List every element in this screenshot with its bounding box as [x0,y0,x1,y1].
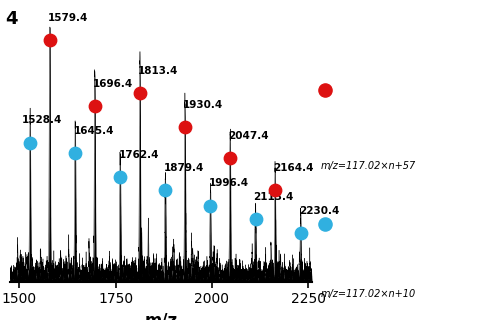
Text: 1645.4: 1645.4 [73,126,114,136]
Point [91,103,99,108]
Point [252,216,259,221]
Point [271,187,279,192]
Text: 1879.4: 1879.4 [164,163,204,173]
Point [117,174,124,179]
Text: 2164.4: 2164.4 [273,163,314,173]
Point [206,203,214,208]
Point [297,230,304,236]
Text: 1813.4: 1813.4 [138,66,179,76]
Point [26,140,34,145]
Text: 2230.4: 2230.4 [299,206,339,216]
Point [226,156,234,161]
Text: 1996.4: 1996.4 [208,179,249,188]
Point [181,124,189,129]
Point [46,38,54,43]
Text: 1579.4: 1579.4 [48,13,88,23]
Text: 2113.4: 2113.4 [253,192,294,202]
Text: 1930.4: 1930.4 [183,100,223,110]
Text: 1762.4: 1762.4 [119,149,159,160]
Point [162,187,169,192]
Text: 4: 4 [5,10,17,28]
X-axis label: m/z: m/z [144,312,178,320]
Point [136,90,144,95]
Text: 2047.4: 2047.4 [228,131,269,141]
Text: m/z=117.02×n+10: m/z=117.02×n+10 [321,289,416,300]
Text: m/z=117.02×n+57: m/z=117.02×n+57 [321,161,416,172]
Text: 1696.4: 1696.4 [93,79,133,89]
Text: 1528.4: 1528.4 [22,116,62,125]
Point [72,150,79,156]
